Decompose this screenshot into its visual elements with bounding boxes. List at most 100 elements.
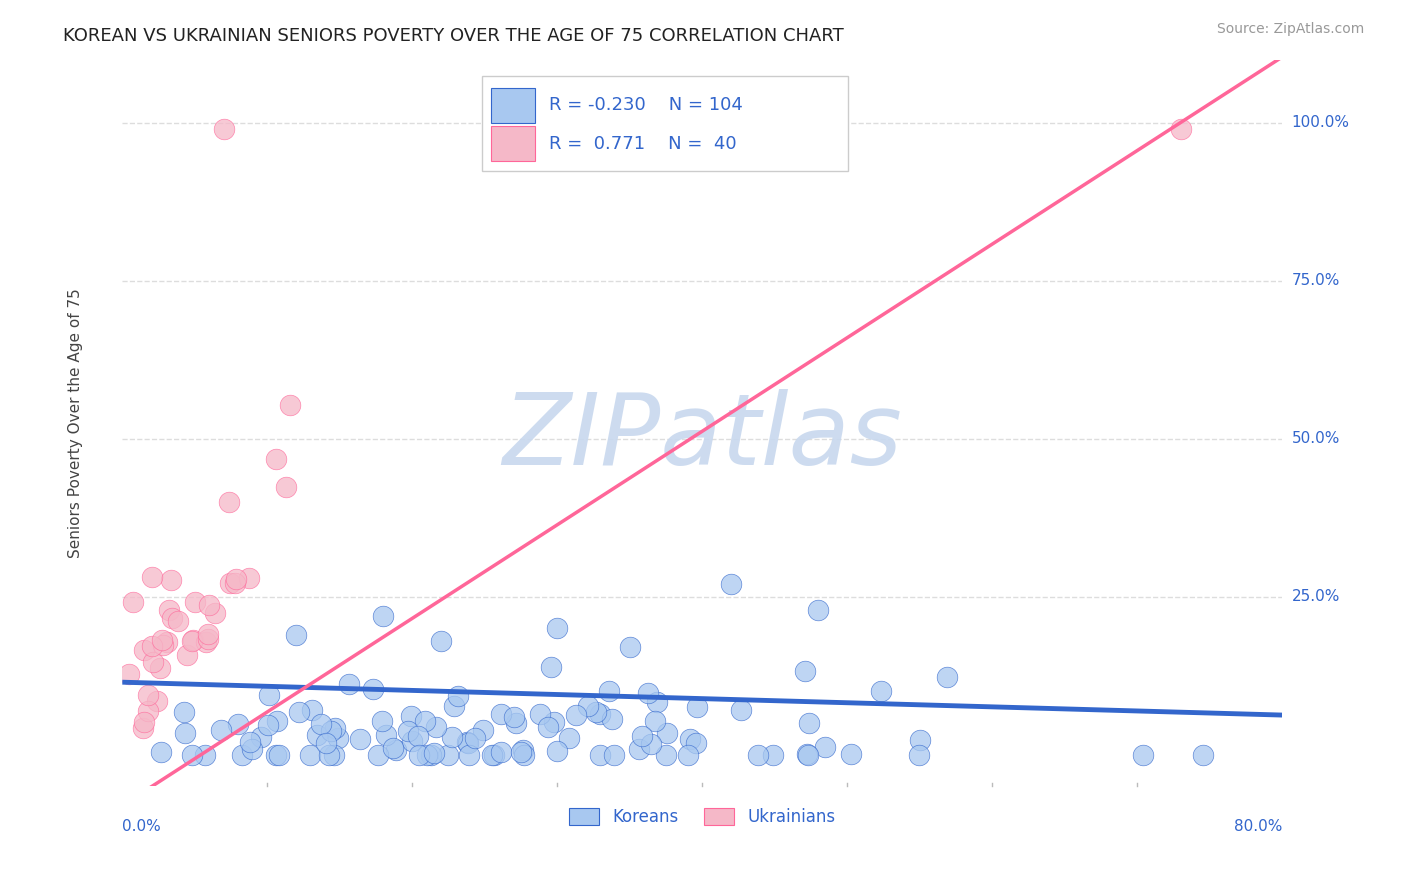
Point [141,570,163,584]
Point [181,632,204,647]
Point [194,747,217,762]
Point [238,571,260,585]
Legend: Koreans, Ukrainians: Koreans, Ukrainians [562,801,842,832]
Point [505,715,527,730]
Point [276,480,298,494]
Point [194,634,217,648]
Point [264,452,287,467]
Point [231,747,253,762]
Point [935,670,957,684]
Point [371,714,394,729]
Point [399,709,422,723]
Point [640,737,662,751]
Point [603,747,626,762]
Point [747,747,769,762]
Text: ZIPatlas: ZIPatlas [502,389,903,486]
Point [136,688,159,702]
Text: Source: ZipAtlas.com: Source: ZipAtlas.com [1216,22,1364,37]
Point [259,688,281,702]
Point [225,572,247,586]
Point [224,576,246,591]
Point [484,747,506,762]
Point [132,714,155,729]
Point [157,602,180,616]
Point [630,729,652,743]
Point [415,747,437,762]
Point [318,747,340,762]
Point [167,614,190,628]
Point [645,695,668,709]
Point [870,683,893,698]
Point [315,735,337,749]
Point [141,639,163,653]
Point [797,747,820,762]
Point [509,745,531,759]
Text: R =  0.771    N =  40: R = 0.771 N = 40 [550,135,737,153]
Text: 25.0%: 25.0% [1291,590,1340,605]
Point [180,747,202,762]
Point [644,714,666,728]
Point [685,736,707,750]
FancyBboxPatch shape [482,76,848,170]
Point [420,747,443,762]
Point [257,718,280,732]
Point [676,747,699,762]
Point [173,705,195,719]
Point [655,747,678,762]
Point [430,634,453,648]
Point [309,717,332,731]
Text: KOREAN VS UKRAINIAN SENIORS POVERTY OVER THE AGE OF 75 CORRELATION CHART: KOREAN VS UKRAINIAN SENIORS POVERTY OVER… [63,27,844,45]
Point [319,723,342,738]
Point [184,595,207,609]
Point [149,661,172,675]
Point [540,660,562,674]
Point [375,728,398,742]
Point [149,745,172,759]
Point [150,633,173,648]
Point [240,742,263,756]
Point [730,703,752,717]
Point [512,743,534,757]
Point [266,714,288,728]
Point [152,638,174,652]
Point [456,735,478,749]
Text: 50.0%: 50.0% [1291,432,1340,446]
Text: 75.0%: 75.0% [1291,273,1340,288]
Point [305,728,328,742]
Point [142,655,165,669]
Point [443,698,465,713]
Point [160,574,183,588]
Point [299,747,322,762]
Point [401,734,423,748]
Point [503,710,526,724]
Text: 80.0%: 80.0% [1233,819,1282,834]
Point [585,705,607,719]
Point [619,640,641,655]
Point [437,747,460,762]
Point [425,720,447,734]
Point [814,740,837,755]
Point [218,576,240,591]
Point [198,598,221,612]
Point [657,726,679,740]
FancyBboxPatch shape [491,127,536,161]
Point [361,681,384,696]
Point [406,729,429,743]
Point [458,747,481,762]
Point [598,683,620,698]
Point [181,634,204,648]
Point [685,700,707,714]
Point [543,714,565,729]
Point [637,686,659,700]
Point [136,704,159,718]
Point [1191,747,1213,762]
Point [423,746,446,760]
Point [204,606,226,620]
Point [589,747,612,762]
Point [367,747,389,762]
Point [720,577,742,591]
Point [239,735,262,749]
Point [628,742,651,756]
Point [796,747,818,761]
Point [463,731,485,745]
